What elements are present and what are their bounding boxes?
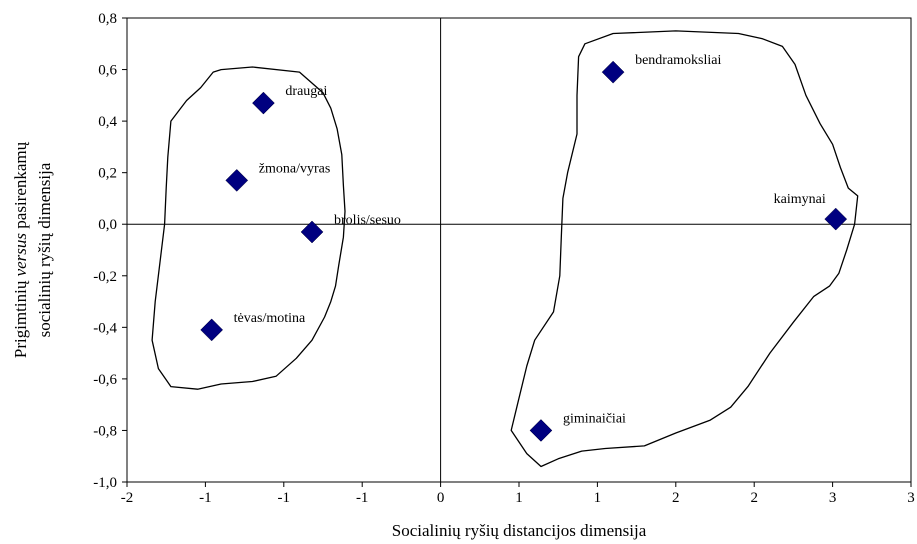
y-axis-title-part: Prigimtinių <box>11 276 30 358</box>
x-tick-label: 0 <box>437 490 445 506</box>
data-points <box>200 60 848 442</box>
cluster-outlines <box>151 30 859 468</box>
x-tick-label: 3 <box>907 490 915 506</box>
x-axis-title: Socialinių ryšių distancijos dimensija <box>392 521 647 540</box>
x-tick-label: -1 <box>199 490 212 506</box>
cluster-outline <box>151 66 346 390</box>
point-label: tėvas/motina <box>234 311 306 326</box>
axis-ticks <box>122 17 912 487</box>
point-label: giminaičiai <box>563 411 626 426</box>
point-marker <box>601 60 625 84</box>
y-axis-title-italic: versus <box>11 233 30 277</box>
point-marker <box>529 419 553 442</box>
point-label: žmona/vyras <box>259 161 331 176</box>
point-label: bendramoksliai <box>635 53 721 68</box>
point-marker <box>300 220 324 244</box>
y-tick-label: 0,4 <box>98 114 117 130</box>
x-tick-label: -2 <box>121 490 134 506</box>
cluster-outline <box>510 30 859 468</box>
y-tick-label: -1,0 <box>93 475 117 491</box>
x-tick-label: -1 <box>278 490 291 506</box>
point-marker <box>252 91 275 115</box>
y-axis-title-line-1: Prigimtinių versus pasirenkamų <box>11 141 30 358</box>
y-tick-label: 0,8 <box>98 11 117 27</box>
y-axis-title-line-2: socialinių ryšių dimensija <box>35 162 54 337</box>
x-tick-labels: -2 -1 -1 -1 0 1 1 2 2 3 3 <box>121 490 915 506</box>
x-tick-label: 1 <box>515 490 523 506</box>
point-label: kaimynai <box>774 192 826 207</box>
point-marker <box>824 207 848 231</box>
y-tick-label: 0,2 <box>98 166 117 182</box>
y-axis-title-part: pasirenkamų <box>11 141 30 233</box>
y-tick-label: -0,4 <box>93 320 117 336</box>
y-tick-label: -0,6 <box>93 372 117 388</box>
y-tick-labels: 0,8 0,6 0,4 0,2 0,0 -0,2 -0,4 -0,6 -0,8 -1,0 <box>93 11 117 491</box>
point-marker <box>200 318 224 342</box>
plot-area-frame <box>126 17 912 483</box>
y-tick-label: 0,6 <box>98 63 117 79</box>
y-tick-label: 0,0 <box>98 217 117 233</box>
point-labels: draugai žmona/vyras brolis/sesuo tėvas/moti… <box>234 53 826 426</box>
x-tick-label: 3 <box>829 490 837 506</box>
x-tick-label: 2 <box>672 490 680 506</box>
y-tick-label: -0,8 <box>93 423 117 439</box>
y-tick-label: -0,2 <box>93 269 117 285</box>
point-marker <box>225 169 249 192</box>
x-tick-label: 2 <box>750 490 758 506</box>
point-label: draugai <box>285 84 327 99</box>
x-tick-label: -1 <box>356 490 369 506</box>
x-tick-label: 1 <box>594 490 602 506</box>
point-label: brolis/sesuo <box>334 213 401 228</box>
